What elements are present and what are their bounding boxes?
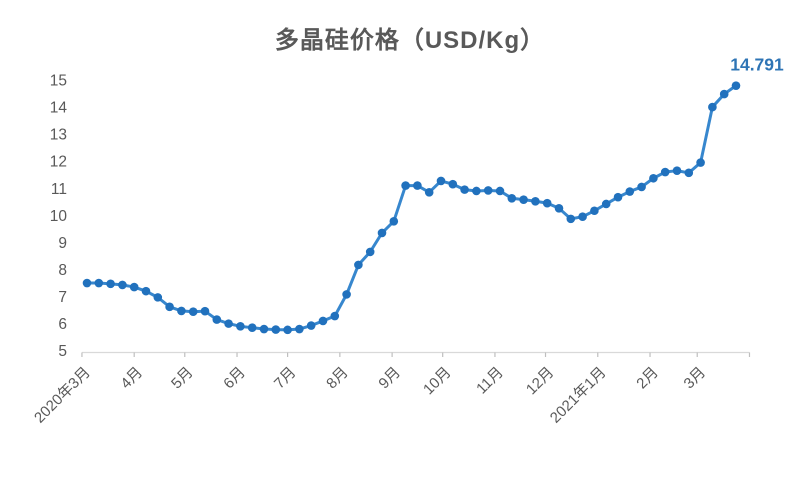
data-point-marker <box>531 196 540 206</box>
data-point-marker <box>354 260 363 270</box>
data-point-marker <box>318 316 328 326</box>
y-axis-tick-label: 10 <box>50 208 68 225</box>
data-point-marker <box>719 89 729 99</box>
data-point-marker <box>460 185 469 194</box>
data-point-marker <box>365 247 375 257</box>
y-axis-tick-label: 13 <box>50 127 67 144</box>
data-point-marker <box>247 323 257 332</box>
y-axis-tick-label: 6 <box>58 316 67 333</box>
data-point-marker <box>94 278 104 288</box>
x-axis-tick-label: 2月 <box>633 364 662 393</box>
data-point-marker <box>566 214 576 224</box>
x-axis-tick-label: 3月 <box>681 364 710 393</box>
x-axis-tick-label: 4月 <box>118 364 147 393</box>
data-point-marker <box>118 280 127 290</box>
x-axis-tick-label: 12月 <box>523 364 557 398</box>
x-axis-tick-label: 11月 <box>473 364 507 398</box>
x-axis-tick-label: 6月 <box>220 364 249 393</box>
y-axis-tick-label: 5 <box>58 343 67 360</box>
y-axis-tick-label: 14 <box>50 100 68 117</box>
data-point-marker <box>590 206 599 216</box>
price-line <box>85 84 738 332</box>
y-axis-tick-label: 8 <box>58 262 67 279</box>
last-value-label: 14.791 <box>730 55 784 75</box>
data-point-marker <box>106 279 115 289</box>
y-axis-tick-label: 9 <box>58 235 67 252</box>
data-point-marker <box>212 315 222 324</box>
data-point-marker <box>424 188 434 197</box>
data-point-marker <box>601 199 611 209</box>
x-axis-tick-label: 9月 <box>375 364 404 393</box>
data-point-marker <box>153 293 163 302</box>
data-point-marker <box>236 322 245 331</box>
data-point-marker <box>495 186 505 196</box>
data-point-marker <box>271 325 281 334</box>
data-point-marker <box>637 182 646 192</box>
data-point-marker <box>188 307 198 317</box>
data-point-marker <box>306 321 316 330</box>
data-point-marker <box>507 193 517 203</box>
data-point-marker <box>472 186 481 196</box>
data-point-marker <box>165 302 174 312</box>
data-point-marker <box>625 187 635 196</box>
data-point-marker <box>519 195 528 204</box>
data-point-marker <box>389 217 399 226</box>
data-point-marker <box>649 173 658 183</box>
data-point-marker <box>259 324 269 334</box>
data-point-marker <box>295 324 304 334</box>
data-point-marker <box>731 81 741 90</box>
data-point-marker <box>377 228 387 238</box>
y-axis-tick-label: 15 <box>50 73 67 90</box>
data-point-marker <box>436 176 446 186</box>
data-point-marker <box>708 102 717 112</box>
data-point-marker <box>413 181 422 190</box>
data-point-marker <box>696 158 705 167</box>
data-point-marker <box>483 186 493 195</box>
chart-title: 多晶硅价格（USD/Kg） <box>274 27 546 54</box>
data-point-marker <box>283 325 292 335</box>
x-axis-tick-label: 5月 <box>168 364 197 393</box>
data-point-marker <box>200 306 210 316</box>
x-axis-tick-label: 10月 <box>420 364 454 398</box>
data-point-marker <box>448 179 458 189</box>
x-axis-tick-label: 8月 <box>323 364 352 393</box>
data-point-marker <box>141 286 151 296</box>
data-point-marker <box>224 319 233 328</box>
data-point-marker <box>554 204 564 213</box>
y-axis-tick-label: 12 <box>50 154 67 171</box>
x-axis-tick-label: 2020年3月 <box>31 364 94 427</box>
data-point-marker <box>542 198 552 208</box>
x-axis-tick-label: 2021年1月 <box>547 364 610 427</box>
data-point-marker <box>660 167 670 177</box>
y-axis-tick-label: 7 <box>58 289 67 306</box>
data-point-marker <box>401 181 410 190</box>
x-axis-tick-label: 7月 <box>271 364 300 393</box>
data-point-marker <box>82 278 92 288</box>
data-point-marker <box>342 290 351 299</box>
data-point-marker <box>578 212 587 222</box>
data-point-marker <box>330 311 340 321</box>
data-point-marker <box>129 282 139 292</box>
y-axis-tick-label: 11 <box>51 181 67 198</box>
data-point-marker <box>684 168 694 178</box>
data-point-marker <box>177 306 186 316</box>
data-point-marker <box>672 166 682 175</box>
data-point-marker <box>613 192 623 202</box>
